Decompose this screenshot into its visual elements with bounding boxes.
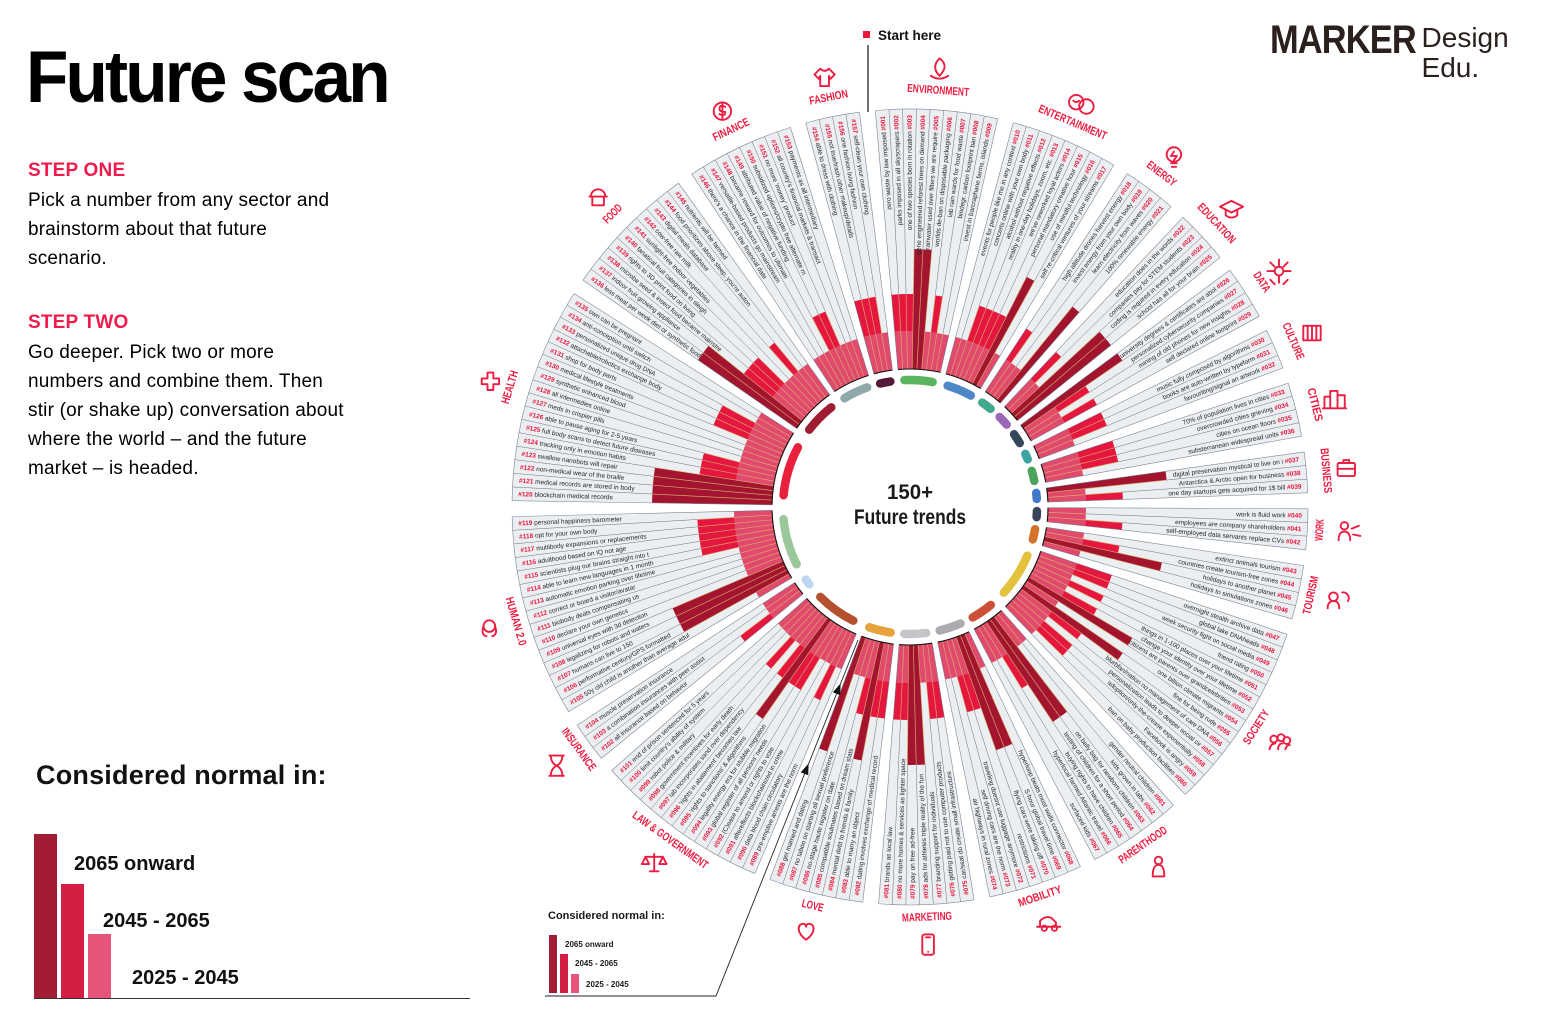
svg-text:2045 - 2065: 2045 - 2065 bbox=[575, 959, 618, 968]
svg-text:WORK: WORK bbox=[1314, 518, 1327, 541]
svg-text:2045 - 2065: 2045 - 2065 bbox=[103, 910, 210, 932]
svg-text:LOVE: LOVE bbox=[800, 898, 824, 915]
svg-text:Considered normal in:: Considered normal in: bbox=[548, 910, 665, 922]
svg-text:parks imposed in all skyscrape: parks imposed in all skyscrapers #002 bbox=[893, 115, 904, 226]
svg-text:2065 onward: 2065 onward bbox=[565, 940, 614, 949]
svg-text:2025 - 2045: 2025 - 2045 bbox=[586, 980, 629, 989]
svg-text:one of two species born in rot: one of two species born in rotation #003 bbox=[907, 115, 914, 231]
svg-text:Start here: Start here bbox=[878, 28, 942, 43]
svg-text:work is fluid work #040: work is fluid work #040 bbox=[1235, 511, 1302, 519]
svg-text:#081 brands as local law: #081 brands as local law bbox=[883, 826, 894, 898]
svg-text:150+: 150+ bbox=[887, 480, 933, 504]
svg-text:#079 pay on free ad-free: #079 pay on free ad-free bbox=[909, 827, 916, 899]
svg-text:ENVIRONMENT: ENVIRONMENT bbox=[907, 83, 970, 99]
svg-text:BUSINESS: BUSINESS bbox=[1317, 448, 1333, 494]
svg-text:MARKETING: MARKETING bbox=[902, 911, 952, 925]
svg-text:#120 blockchain medical record: #120 blockchain medical records bbox=[518, 491, 614, 501]
svg-text:2025 - 2045: 2025 - 2045 bbox=[132, 967, 239, 989]
svg-text:2065 onward: 2065 onward bbox=[74, 853, 195, 875]
svg-text:#119 personal happiness barome: #119 personal happiness barometer bbox=[518, 516, 623, 527]
svg-text:Future trends: Future trends bbox=[854, 505, 966, 529]
svg-text:#080 no more homes & services: #080 no more homes & services as lighter… bbox=[897, 758, 908, 899]
svg-text:gene engineered reforest trees: gene engineered reforest trees on demand… bbox=[916, 115, 928, 255]
